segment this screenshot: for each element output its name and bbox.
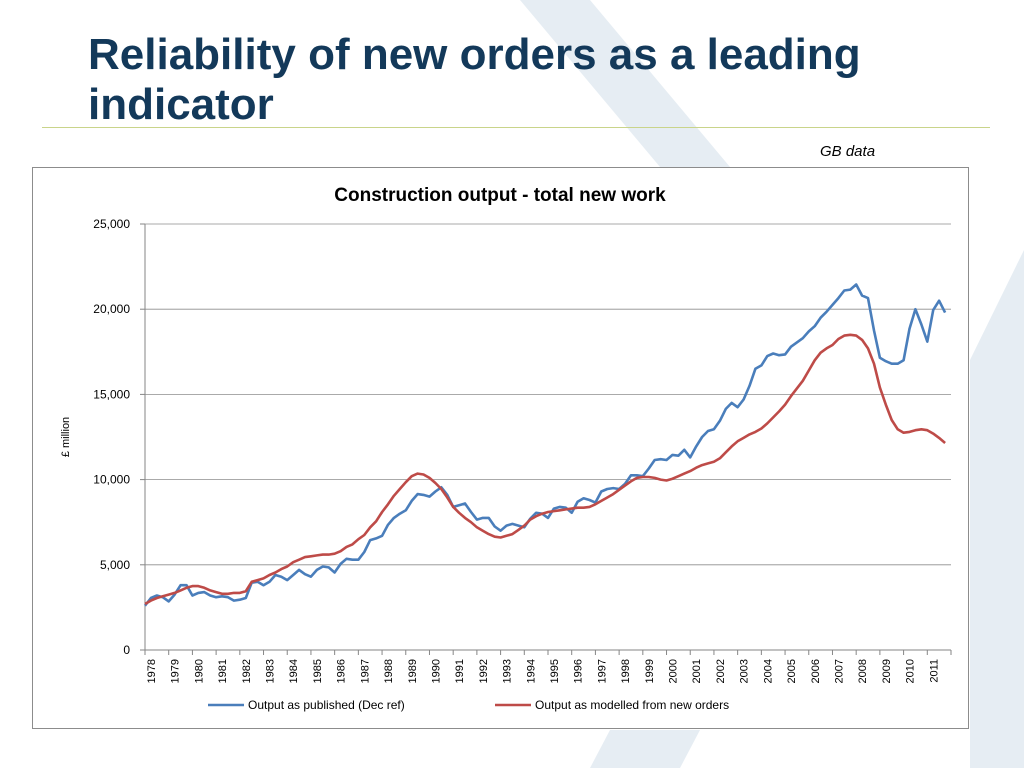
x-tick-label: 2002 <box>715 659 727 683</box>
x-tick-label: 2006 <box>810 659 822 683</box>
series-line-published <box>143 283 947 607</box>
x-tick-label: 1991 <box>454 659 466 683</box>
x-tick-label: 2005 <box>786 659 798 683</box>
x-tick-label: 1979 <box>170 659 182 683</box>
x-tick-label: 1992 <box>478 659 490 683</box>
x-tick-label: 2008 <box>857 659 869 683</box>
y-tick-label: 0 <box>123 643 130 657</box>
x-tick-label: 1999 <box>644 659 656 683</box>
x-tick-label: 2003 <box>739 659 751 683</box>
x-tick-label: 1983 <box>265 659 277 683</box>
legend-label: Output as published (Dec ref) <box>248 698 405 712</box>
x-tick-label: 1978 <box>146 659 158 683</box>
x-tick-label: 1987 <box>359 659 371 683</box>
x-tick-label: 2007 <box>833 659 845 683</box>
x-tick-label: 2010 <box>905 659 917 683</box>
line-chart: Construction output - total new work 0 5,0… <box>60 185 952 712</box>
x-tick-label: 1996 <box>573 659 585 683</box>
x-tick-label: 2001 <box>691 659 703 683</box>
data-source-note: GB data <box>820 143 876 160</box>
y-axis-label: £ million <box>60 417 72 457</box>
x-tick-label: 1980 <box>193 659 205 683</box>
x-tick-label: 1986 <box>336 659 348 683</box>
x-tick-label: 2011 <box>928 659 940 683</box>
x-tick-label: 2000 <box>668 659 680 683</box>
series-line-modelled <box>144 333 946 606</box>
x-tick-label: 1981 <box>217 659 229 683</box>
decor-shape-upper <box>520 0 730 167</box>
x-tick-label: 1982 <box>241 659 253 683</box>
x-tick-label: 1985 <box>312 659 324 683</box>
x-tick-label: 2009 <box>881 659 893 683</box>
decor-shape-bottom <box>590 730 700 768</box>
chart-title: Construction output - total new work <box>334 185 666 206</box>
y-tick-label: 25,000 <box>93 217 130 231</box>
y-tick-label: 10,000 <box>93 473 130 487</box>
x-tick-label: 1995 <box>549 659 561 683</box>
decor-shape-right <box>970 250 1024 768</box>
x-tick-label: 1989 <box>407 659 419 683</box>
legend-label: Output as modelled from new orders <box>535 698 729 712</box>
x-tick-label: 1993 <box>502 659 514 683</box>
x-tick-label: 1988 <box>383 659 395 683</box>
y-tick-label: 5,000 <box>100 558 130 572</box>
x-tick-label: 2004 <box>762 659 774 683</box>
x-tick-label: 1997 <box>596 659 608 683</box>
x-tick-label: 1984 <box>288 659 300 683</box>
chart-frame: Construction output - total new work 0 5,0… <box>32 167 969 729</box>
x-tick-label: 1990 <box>430 659 442 683</box>
x-tick-label: 1994 <box>525 659 537 683</box>
slide-title: Reliability of new orders as a leading i… <box>88 30 861 129</box>
y-tick-label: 20,000 <box>93 302 130 316</box>
y-tick-label: 15,000 <box>93 387 130 401</box>
title-divider <box>42 127 990 128</box>
x-tick-label: 1998 <box>620 659 632 683</box>
